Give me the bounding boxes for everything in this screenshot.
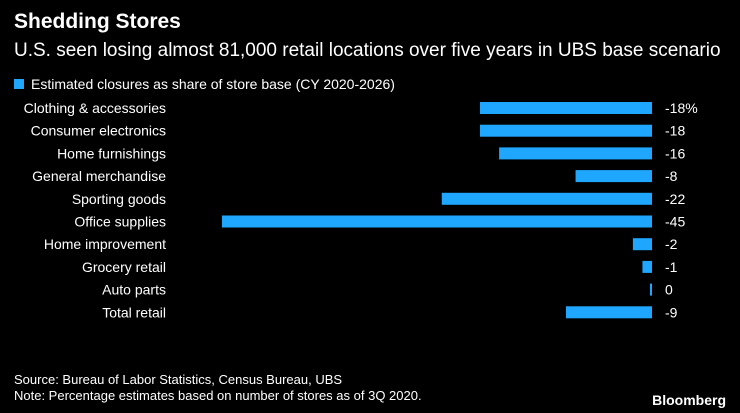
category-label: Consumer electronics — [31, 123, 166, 139]
bar — [632, 238, 652, 251]
value-label: -45 — [665, 214, 685, 230]
bar — [499, 147, 652, 160]
chart-title: Shedding Stores — [14, 10, 181, 33]
category-label: Total retail — [102, 304, 166, 320]
category-label: Home furnishings — [57, 145, 166, 161]
category-label: Sporting goods — [72, 191, 166, 207]
value-label: 0 — [665, 282, 673, 298]
value-label: -16 — [665, 145, 685, 161]
bar — [650, 283, 652, 296]
value-label: -22 — [665, 191, 685, 207]
category-label: General merchandise — [32, 168, 166, 184]
bar — [441, 192, 652, 205]
legend-swatch — [14, 79, 24, 89]
value-label: -18% — [665, 100, 698, 116]
footnote: Note: Percentage estimates based on numb… — [14, 388, 422, 403]
category-label: Clothing & accessories — [24, 100, 166, 116]
category-label: Auto parts — [102, 282, 166, 298]
bar — [566, 306, 652, 319]
bar — [222, 215, 652, 228]
bar — [575, 170, 652, 183]
value-label: -1 — [665, 259, 678, 275]
category-label: Grocery retail — [82, 259, 166, 275]
value-label: -9 — [665, 304, 678, 320]
value-label: -8 — [665, 168, 678, 184]
bar — [480, 102, 652, 114]
legend: Estimated closures as share of store bas… — [14, 76, 395, 92]
category-label: Office supplies — [74, 214, 166, 230]
legend-label: Estimated closures as share of store bas… — [31, 76, 395, 92]
value-label: -2 — [665, 236, 678, 252]
value-label: -18 — [665, 123, 685, 139]
chart-subtitle: U.S. seen losing almost 81,000 retail lo… — [14, 40, 721, 61]
source-note: Source: Bureau of Labor Statistics, Cens… — [14, 372, 343, 387]
bar — [480, 124, 652, 137]
bloomberg-logo: Bloomberg — [652, 392, 726, 408]
category-label: Home improvement — [44, 236, 166, 252]
bar — [642, 260, 652, 273]
